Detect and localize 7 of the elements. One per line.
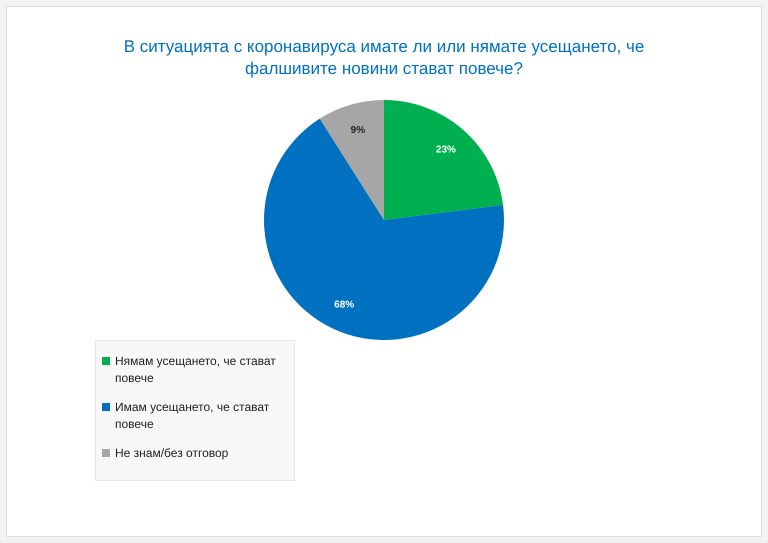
legend-label: Нямам усещането, че стават повече [115,353,277,387]
legend-label: Имам усещането, че стават повече [115,399,270,433]
data-label: 23% [436,144,456,156]
legend-label: Не знам/без отговор [115,445,228,462]
chart-title: В ситуацията с коронавируса имате ли или нямате усещането, че фалшивите новини стават повече? [122,36,646,80]
data-label: 68% [334,299,354,310]
data-label: 9% [350,124,366,136]
